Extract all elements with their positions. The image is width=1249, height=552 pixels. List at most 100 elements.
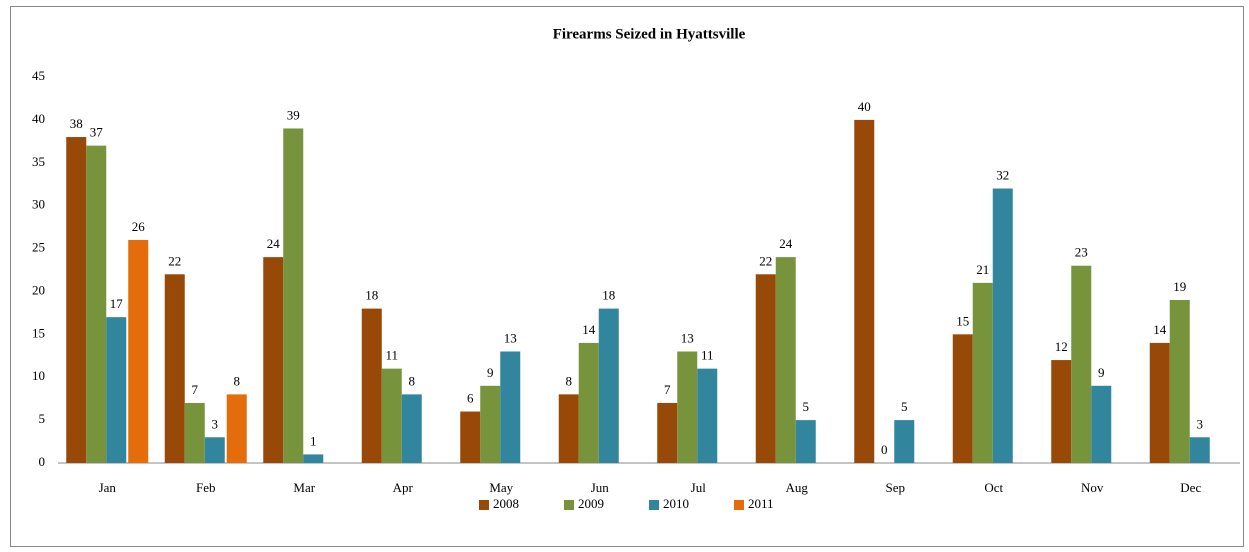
data-label: 0 <box>881 442 888 457</box>
y-tick-label: 10 <box>32 368 45 383</box>
bar <box>106 317 127 463</box>
bar <box>401 394 422 463</box>
data-label: 40 <box>858 99 871 114</box>
bar <box>1149 342 1170 463</box>
bar <box>460 411 481 463</box>
data-label: 26 <box>132 219 146 234</box>
bar <box>184 402 205 463</box>
data-label: 9 <box>487 365 494 380</box>
data-label: 9 <box>1098 365 1105 380</box>
data-label: 8 <box>566 373 573 388</box>
bar <box>755 274 776 463</box>
x-tick-label: Nov <box>1081 480 1104 495</box>
data-label: 13 <box>681 330 694 345</box>
legend-swatch <box>564 500 574 510</box>
x-tick-label: Apr <box>393 480 414 495</box>
chart-border <box>10 6 1244 547</box>
bar <box>1051 360 1072 463</box>
data-label: 14 <box>582 322 596 337</box>
data-label: 6 <box>467 391 474 406</box>
bar <box>1189 437 1210 463</box>
x-tick-label: Oct <box>984 480 1003 495</box>
data-label: 5 <box>803 399 810 414</box>
legend-label: 2010 <box>663 496 689 511</box>
data-label: 12 <box>1055 339 1068 354</box>
bar <box>1169 300 1190 463</box>
legend-label: 2011 <box>748 496 774 511</box>
data-label: 7 <box>192 382 199 397</box>
x-tick-label: Dec <box>1180 480 1201 495</box>
data-label: 22 <box>759 253 772 268</box>
bar <box>480 385 501 463</box>
data-label: 14 <box>1153 322 1167 337</box>
x-tick-label: Jun <box>591 480 610 495</box>
bar <box>204 437 225 463</box>
data-label: 18 <box>365 288 378 303</box>
y-tick-label: 0 <box>39 454 46 469</box>
bar <box>128 239 149 463</box>
bar <box>657 402 678 463</box>
data-label: 19 <box>1173 279 1186 294</box>
data-label: 22 <box>168 253 181 268</box>
bar <box>1091 385 1112 463</box>
legend-swatch <box>734 500 744 510</box>
bar <box>226 394 247 463</box>
data-label: 1 <box>310 433 317 448</box>
data-label: 15 <box>956 313 969 328</box>
bar <box>381 368 402 463</box>
legend-label: 2009 <box>578 496 604 511</box>
data-label: 23 <box>1075 245 1088 260</box>
x-tick-label: Feb <box>196 480 216 495</box>
y-tick-label: 20 <box>32 282 45 297</box>
data-label: 3 <box>1197 416 1204 431</box>
y-tick-label: 35 <box>32 154 45 169</box>
x-tick-label: Jan <box>99 480 117 495</box>
bar <box>361 308 382 463</box>
bar <box>164 274 185 463</box>
bar <box>558 394 579 463</box>
x-tick-label: Mar <box>293 480 315 495</box>
legend-label: 2008 <box>493 496 519 511</box>
bar <box>66 137 87 464</box>
bar <box>303 454 324 463</box>
bar <box>894 420 915 463</box>
data-label: 8 <box>234 373 241 388</box>
legend-swatch <box>649 500 659 510</box>
y-tick-label: 30 <box>32 197 45 212</box>
data-label: 24 <box>267 236 281 251</box>
data-label: 39 <box>287 107 300 122</box>
bar <box>578 342 599 463</box>
data-label: 5 <box>901 399 908 414</box>
legend-swatch <box>479 500 489 510</box>
y-tick-label: 15 <box>32 325 45 340</box>
bar <box>952 334 973 463</box>
bar <box>263 257 284 463</box>
data-label: 7 <box>664 382 671 397</box>
data-label: 37 <box>90 125 104 140</box>
bar <box>992 188 1013 463</box>
x-tick-label: Sep <box>886 480 906 495</box>
bar <box>283 128 304 463</box>
y-tick-label: 25 <box>32 240 45 255</box>
bar <box>972 282 993 463</box>
bar <box>500 351 521 463</box>
bar <box>775 257 796 463</box>
y-tick-label: 40 <box>32 111 45 126</box>
bar <box>795 420 816 463</box>
data-label: 38 <box>70 116 83 131</box>
data-label: 24 <box>779 236 793 251</box>
data-label: 18 <box>602 288 615 303</box>
bar <box>697 368 718 463</box>
x-tick-label: Aug <box>786 480 809 495</box>
data-label: 13 <box>504 330 517 345</box>
x-tick-label: Jul <box>691 480 707 495</box>
x-tick-label: May <box>489 480 513 495</box>
bar <box>598 308 619 463</box>
data-label: 8 <box>409 373 416 388</box>
bar <box>86 145 107 463</box>
data-label: 21 <box>976 262 989 277</box>
bar <box>1071 265 1092 463</box>
y-tick-label: 5 <box>39 411 46 426</box>
data-label: 17 <box>110 296 124 311</box>
